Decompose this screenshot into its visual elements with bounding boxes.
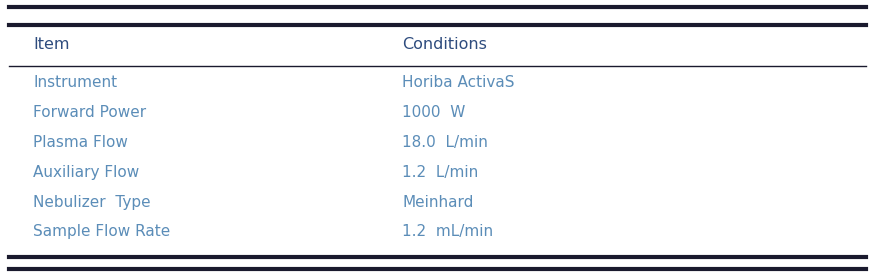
Text: 1.2  L/min: 1.2 L/min xyxy=(402,165,479,180)
Text: 1.2  mL/min: 1.2 mL/min xyxy=(402,224,493,239)
Text: Horiba ActivaS: Horiba ActivaS xyxy=(402,75,515,90)
Text: 1000  W: 1000 W xyxy=(402,105,466,120)
Text: Meinhard: Meinhard xyxy=(402,195,474,209)
Text: Forward Power: Forward Power xyxy=(33,105,146,120)
Text: Item: Item xyxy=(33,37,70,52)
Text: Auxiliary Flow: Auxiliary Flow xyxy=(33,165,139,180)
Text: Plasma Flow: Plasma Flow xyxy=(33,135,128,150)
Text: 18.0  L/min: 18.0 L/min xyxy=(402,135,488,150)
Text: Instrument: Instrument xyxy=(33,75,117,90)
Text: Nebulizer  Type: Nebulizer Type xyxy=(33,195,150,209)
Text: Conditions: Conditions xyxy=(402,37,487,52)
Text: Sample Flow Rate: Sample Flow Rate xyxy=(33,224,171,239)
